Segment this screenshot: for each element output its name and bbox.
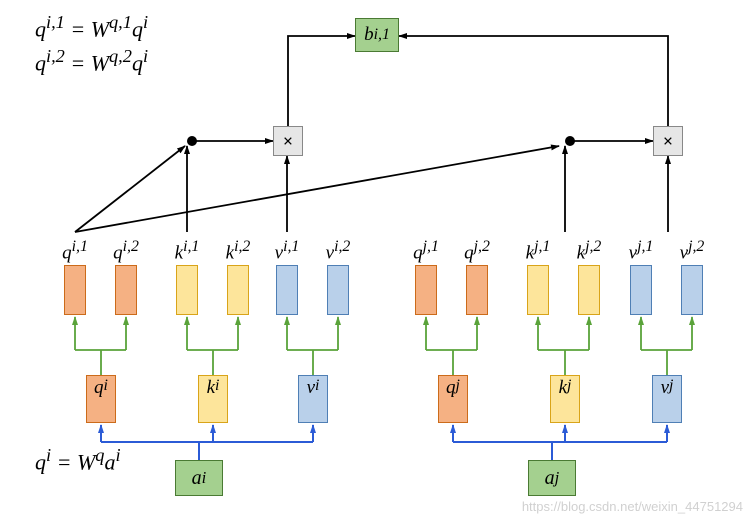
split-bar-10 xyxy=(630,265,652,315)
split-bar-label-2: ki,1 xyxy=(175,238,200,264)
split-bar-label-3: ki,2 xyxy=(226,238,251,264)
input-box-0: ai xyxy=(175,460,223,496)
watermark: https://blog.csdn.net/weixin_44751294 xyxy=(522,499,743,514)
qkv-bar-3: qj xyxy=(438,375,468,423)
split-bar-label-11: vj,2 xyxy=(680,238,705,264)
qkv-bar-1: ki xyxy=(198,375,228,423)
mult-right: × xyxy=(653,126,683,156)
qkv-bar-2: vi xyxy=(298,375,328,423)
split-bar-label-8: kj,1 xyxy=(526,238,551,264)
equation-1: qi,1 = Wq,1qi xyxy=(35,12,148,42)
equation-3: qi = Wqai xyxy=(35,445,121,475)
split-bar-label-4: vi,1 xyxy=(275,238,300,264)
dot-right xyxy=(565,136,575,146)
split-bar-0 xyxy=(64,265,86,315)
split-bar-label-6: qj,1 xyxy=(413,238,439,264)
split-bar-4 xyxy=(276,265,298,315)
split-bar-label-1: qi,2 xyxy=(113,238,139,264)
split-bar-8 xyxy=(527,265,549,315)
input-box-1: aj xyxy=(528,460,576,496)
split-bar-9 xyxy=(578,265,600,315)
qkv-bar-5: vj xyxy=(652,375,682,423)
split-bar-7 xyxy=(466,265,488,315)
split-bar-label-7: qj,2 xyxy=(464,238,490,264)
split-bar-label-5: vi,2 xyxy=(326,238,351,264)
qkv-bar-4: kj xyxy=(550,375,580,423)
split-bar-6 xyxy=(415,265,437,315)
dot-left xyxy=(187,136,197,146)
split-bar-2 xyxy=(176,265,198,315)
qkv-bar-0: qi xyxy=(86,375,116,423)
split-bar-3 xyxy=(227,265,249,315)
split-bar-11 xyxy=(681,265,703,315)
split-bar-1 xyxy=(115,265,137,315)
split-bar-label-10: vj,1 xyxy=(629,238,654,264)
mult-left: × xyxy=(273,126,303,156)
split-bar-label-9: kj,2 xyxy=(577,238,602,264)
split-bar-5 xyxy=(327,265,349,315)
equation-2: qi,2 = Wq,2qi xyxy=(35,46,148,76)
split-bar-label-0: qi,1 xyxy=(62,238,88,264)
output-box: bi,1 xyxy=(355,18,399,52)
